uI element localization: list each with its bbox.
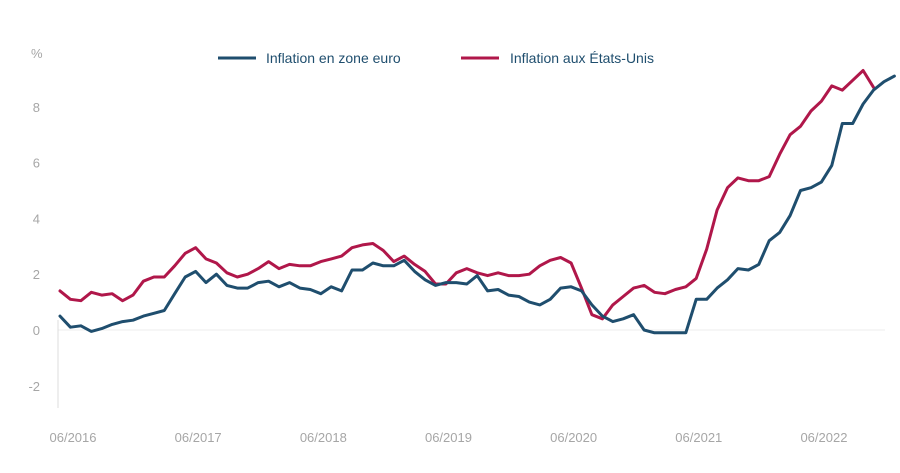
- x-axis-ticks: 06/2016 06/2017 06/2018 06/2019 06/2020 06/20…: [50, 430, 848, 445]
- y-tick-label: -2: [28, 379, 40, 394]
- x-tick-label: 06/2019: [425, 430, 472, 445]
- legend-label-euro: Inflation en zone euro: [266, 50, 401, 66]
- x-tick-label: 06/2022: [800, 430, 847, 445]
- y-tick-label: 8: [33, 100, 40, 115]
- x-tick-label: 06/2020: [550, 430, 597, 445]
- legend-label-us: Inflation aux États-Unis: [510, 50, 654, 66]
- y-tick-label: 0: [33, 323, 40, 338]
- legend: Inflation en zone euro Inflation aux Éta…: [218, 50, 654, 66]
- y-axis-ticks: -2 0 2 4 6 8: [28, 100, 40, 394]
- series-lines: [58, 69, 896, 335]
- series-line-us: [58, 69, 875, 321]
- x-tick-label: 06/2018: [300, 430, 347, 445]
- x-tick-label: 06/2017: [175, 430, 222, 445]
- y-tick-label: 6: [33, 156, 40, 171]
- series-line-euro: [58, 74, 896, 335]
- x-tick-label: 06/2016: [50, 430, 97, 445]
- x-tick-label: 06/2021: [675, 430, 722, 445]
- y-tick-label: 2: [33, 267, 40, 282]
- y-axis-unit-label: %: [31, 46, 43, 61]
- y-tick-label: 4: [33, 211, 40, 226]
